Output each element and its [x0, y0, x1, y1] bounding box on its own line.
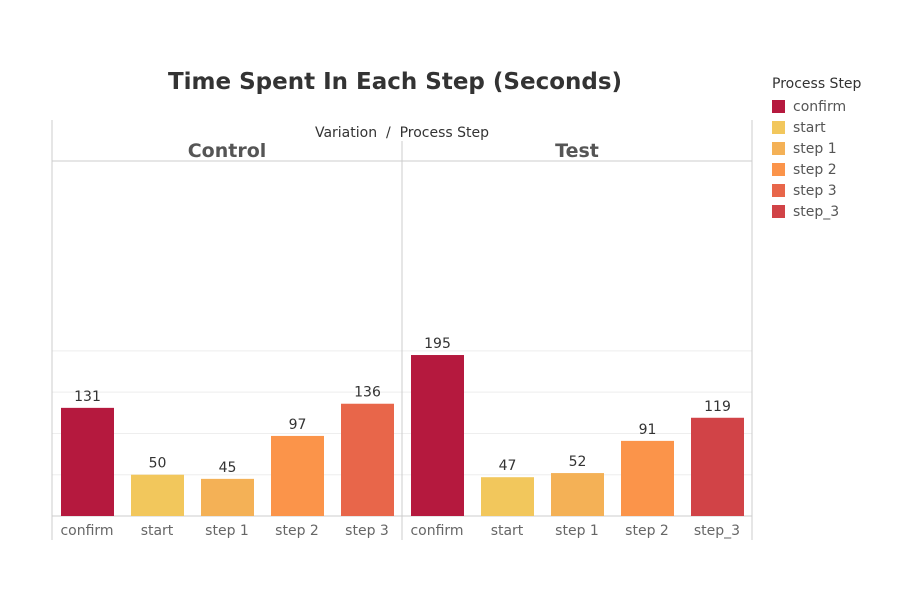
legend-swatch — [772, 100, 785, 113]
x-tick-label: start — [141, 523, 174, 539]
legend-label: start — [793, 119, 826, 136]
bar-test-step-3 — [691, 417, 744, 516]
legend-item-step-2[interactable]: step 2 — [772, 159, 861, 180]
x-tick-label: confirm — [60, 523, 113, 539]
legend-label: step 2 — [793, 161, 837, 178]
legend-swatch — [772, 205, 785, 218]
legend-swatch — [772, 184, 785, 197]
data-label: 52 — [569, 454, 587, 470]
x-tick-label: step 1 — [555, 523, 599, 539]
legend-item-step-3[interactable]: step 3 — [772, 180, 861, 201]
pane-label-control: Control — [188, 140, 267, 162]
bars — [61, 355, 744, 516]
x-tick-label: step 3 — [345, 523, 389, 539]
legend-items: confirm start step 1 step 2 step 3 step_3 — [772, 96, 861, 222]
legend-item-confirm[interactable]: confirm — [772, 96, 861, 117]
data-label: 50 — [149, 456, 167, 472]
legend: Process Step confirm start step 1 step 2 ste… — [772, 76, 861, 222]
legend-label: confirm — [793, 98, 847, 115]
legend-swatch — [772, 142, 785, 155]
legend-label: step 3 — [793, 182, 837, 199]
data-label: 195 — [424, 336, 451, 352]
data-label: 131 — [74, 389, 101, 405]
chart-title: Time Spent In Each Step (Seconds) — [168, 69, 622, 95]
legend-item-step-1[interactable]: step 1 — [772, 138, 861, 159]
x-tick-label: step 2 — [275, 523, 319, 539]
bar-control-step-2 — [271, 435, 324, 516]
legend-swatch — [772, 121, 785, 134]
data-label: 97 — [289, 417, 307, 433]
x-tick-labels: confirm start step 1 step 2 step 3 confirm sta… — [60, 523, 740, 539]
x-tick-label: start — [491, 523, 524, 539]
bar-test-confirm — [411, 355, 464, 516]
data-label: 119 — [704, 399, 731, 415]
bar-control-step-1 — [201, 478, 254, 516]
bar-test-step-2 — [621, 440, 674, 516]
bar-test-start — [481, 477, 534, 516]
bar-control-start — [131, 474, 184, 516]
x-tick-label: step_3 — [694, 523, 740, 539]
legend-item-start[interactable]: start — [772, 117, 861, 138]
pane-labels: Control Test — [188, 140, 599, 162]
legend-item-step-3[interactable]: step_3 — [772, 201, 861, 222]
data-label: 91 — [639, 422, 657, 438]
legend-title: Process Step — [772, 76, 862, 92]
data-labels: 131 50 45 97 136 195 47 52 91 119 — [74, 336, 731, 476]
x-tick-label: confirm — [410, 523, 463, 539]
bar-test-step-1 — [551, 473, 604, 516]
bar-control-confirm — [61, 407, 114, 516]
legend-swatch — [772, 163, 785, 176]
data-label: 45 — [219, 460, 237, 476]
column-header: Variation / Process Step — [315, 125, 489, 141]
x-tick-label: step 1 — [205, 523, 249, 539]
legend-label: step_3 — [793, 203, 840, 220]
x-tick-label: step 2 — [625, 523, 669, 539]
legend-label: step 1 — [793, 140, 837, 157]
data-label: 47 — [499, 458, 517, 474]
pane-label-test: Test — [555, 140, 599, 162]
bar-control-step-3 — [341, 403, 394, 516]
data-label: 136 — [354, 385, 381, 401]
